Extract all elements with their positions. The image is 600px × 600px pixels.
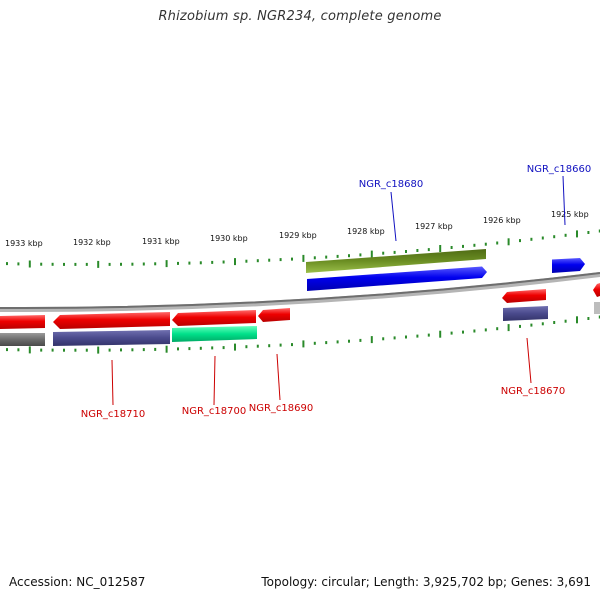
gene-label-ngr-c18700: NGR_c18700 — [182, 406, 247, 417]
gene-feature-ngr-c18690[interactable] — [258, 308, 290, 322]
gene-features — [0, 249, 600, 346]
scale-label: 1932 kbp — [73, 238, 111, 247]
scale-label: 1928 kbp — [347, 227, 385, 236]
gene-label-ngr-c18680: NGR_c18680 — [359, 179, 424, 190]
accession-label: Accession: NC_012587 — [9, 575, 146, 589]
scale-labels: 1933 kbp 1932 kbp 1931 kbp 1930 kbp 1929… — [5, 210, 589, 248]
gene-feature-ngr-c18710[interactable] — [53, 312, 170, 329]
scale-label: 1933 kbp — [5, 239, 43, 248]
gene-feature-ngr-c18680[interactable] — [307, 266, 487, 292]
gene-label-ngr-c18690: NGR_c18690 — [249, 403, 314, 414]
gene-feature-edge[interactable] — [0, 315, 45, 329]
gene-feature-ngr-c18660[interactable] — [552, 258, 585, 273]
scale-label: 1931 kbp — [142, 237, 180, 246]
scale-label: 1926 kbp — [483, 216, 521, 225]
scale-label: 1929 kbp — [279, 231, 317, 240]
cds-feature-slate[interactable] — [53, 330, 170, 346]
gene-labels: NGR_c18680 NGR_c18660 NGR_c18710 NGR_c18… — [81, 164, 592, 420]
gene-label-ngr-c18660: NGR_c18660 — [527, 164, 592, 175]
scale-label: 1925 kbp — [551, 210, 589, 219]
genome-summary: Topology: circular; Length: 3,925,702 bp… — [261, 575, 591, 589]
cds-feature-green[interactable] — [172, 326, 257, 342]
gene-label-ngr-c18710: NGR_c18710 — [81, 409, 146, 420]
cds-feature-edge[interactable] — [594, 302, 600, 314]
scale-label: 1930 kbp — [210, 234, 248, 243]
position-tick-marks — [6, 229, 600, 354]
cds-feature-olive[interactable] — [306, 249, 486, 273]
gene-feature-ngr-c18700[interactable] — [172, 310, 256, 326]
gene-label-ngr-c18670: NGR_c18670 — [501, 386, 566, 397]
backbone-arc — [0, 272, 600, 313]
map-title: Rhizobium sp. NGR234, complete genome — [158, 9, 442, 24]
scale-label: 1927 kbp — [415, 222, 453, 231]
cds-feature-gray[interactable] — [0, 333, 45, 346]
gene-label-leaders — [111, 175, 566, 406]
cds-feature-slate[interactable] — [503, 306, 548, 321]
gene-feature-ngr-c18670[interactable] — [502, 289, 546, 303]
gene-feature-edge[interactable] — [593, 283, 600, 297]
